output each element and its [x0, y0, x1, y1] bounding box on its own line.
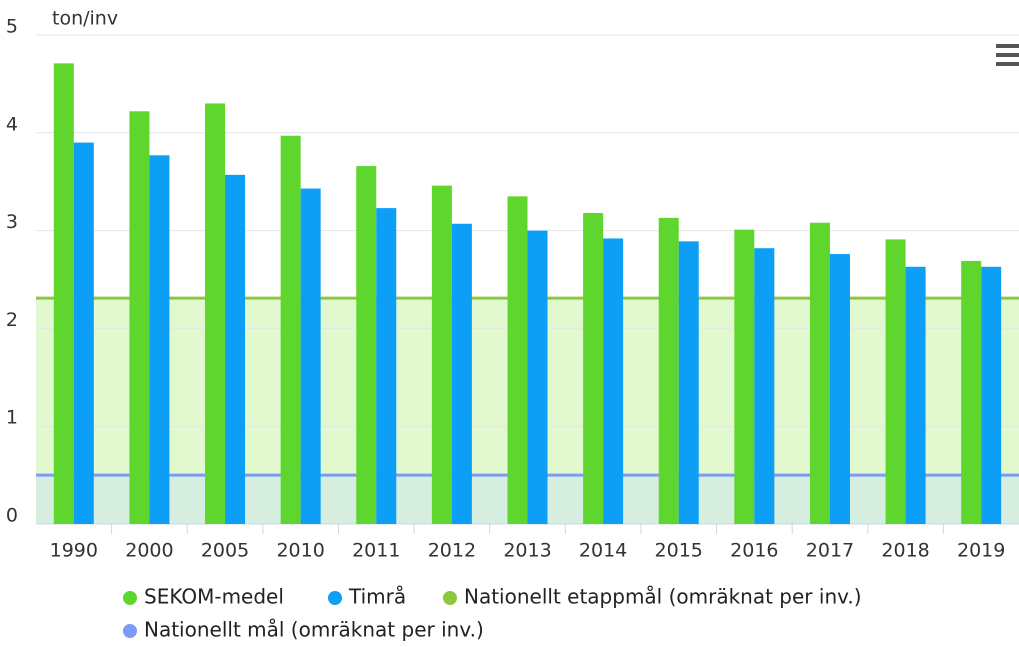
legend-item[interactable]: Timrå [328, 585, 406, 609]
y-axis-label: ton/inv [52, 8, 118, 30]
bar [376, 208, 397, 524]
bar [205, 103, 226, 525]
y-tick-label: 2 [6, 309, 18, 331]
x-tick-label: 2012 [428, 540, 476, 562]
y-tick-label: 0 [6, 505, 18, 527]
bar [809, 222, 830, 524]
y-tick-label: 3 [6, 211, 18, 233]
bar [149, 155, 170, 524]
bar [905, 266, 926, 524]
x-tick-label: 2010 [276, 540, 324, 562]
legend-label: Nationellt mål (omräknat per inv.) [144, 618, 484, 642]
bar [73, 142, 94, 524]
y-tick-label: 4 [6, 113, 18, 135]
bar [961, 260, 982, 524]
bar [225, 174, 246, 524]
x-tick-label: 1990 [50, 540, 98, 562]
bar [356, 166, 377, 524]
menu-icon[interactable] [996, 44, 1019, 66]
bar [280, 135, 301, 524]
x-tick-label: 2014 [579, 540, 627, 562]
bar [431, 185, 452, 524]
bar [527, 230, 548, 524]
legend-marker [328, 591, 342, 605]
legend-item[interactable]: SEKOM-medel [123, 585, 284, 609]
bar [658, 217, 679, 525]
x-tick-label: 2017 [806, 540, 854, 562]
bar [981, 266, 1002, 524]
legend-marker [443, 591, 457, 605]
bar [603, 238, 624, 524]
x-tick-label: 2005 [201, 540, 249, 562]
x-tick-label: 2019 [957, 540, 1005, 562]
bar [451, 223, 472, 524]
legend-marker [123, 591, 137, 605]
bar [734, 229, 755, 524]
bar [53, 63, 74, 524]
y-tick-label: 5 [6, 16, 18, 38]
x-tick-label: 2011 [352, 540, 400, 562]
bar [754, 248, 775, 525]
x-tick-label: 2000 [125, 540, 173, 562]
legend-item[interactable]: Nationellt etappmål (omräknat per inv.) [443, 585, 862, 609]
bar [129, 111, 150, 524]
x-tick-label: 2018 [881, 540, 929, 562]
bar [678, 241, 699, 524]
legend-label: Timrå [348, 585, 406, 609]
legend-label: SEKOM-medel [144, 585, 284, 609]
bar [583, 212, 604, 524]
legend-label: Nationellt etappmål (omräknat per inv.) [464, 585, 862, 609]
x-tick-label: 2016 [730, 540, 778, 562]
x-tick-label: 2015 [655, 540, 703, 562]
legend-marker [123, 624, 137, 638]
x-tick-label: 2013 [503, 540, 551, 562]
bar [829, 254, 850, 524]
bar [885, 239, 906, 525]
bar [300, 188, 321, 524]
y-tick-label: 1 [6, 407, 18, 429]
bar [507, 196, 528, 524]
legend-item[interactable]: Nationellt mål (omräknat per inv.) [123, 618, 484, 642]
